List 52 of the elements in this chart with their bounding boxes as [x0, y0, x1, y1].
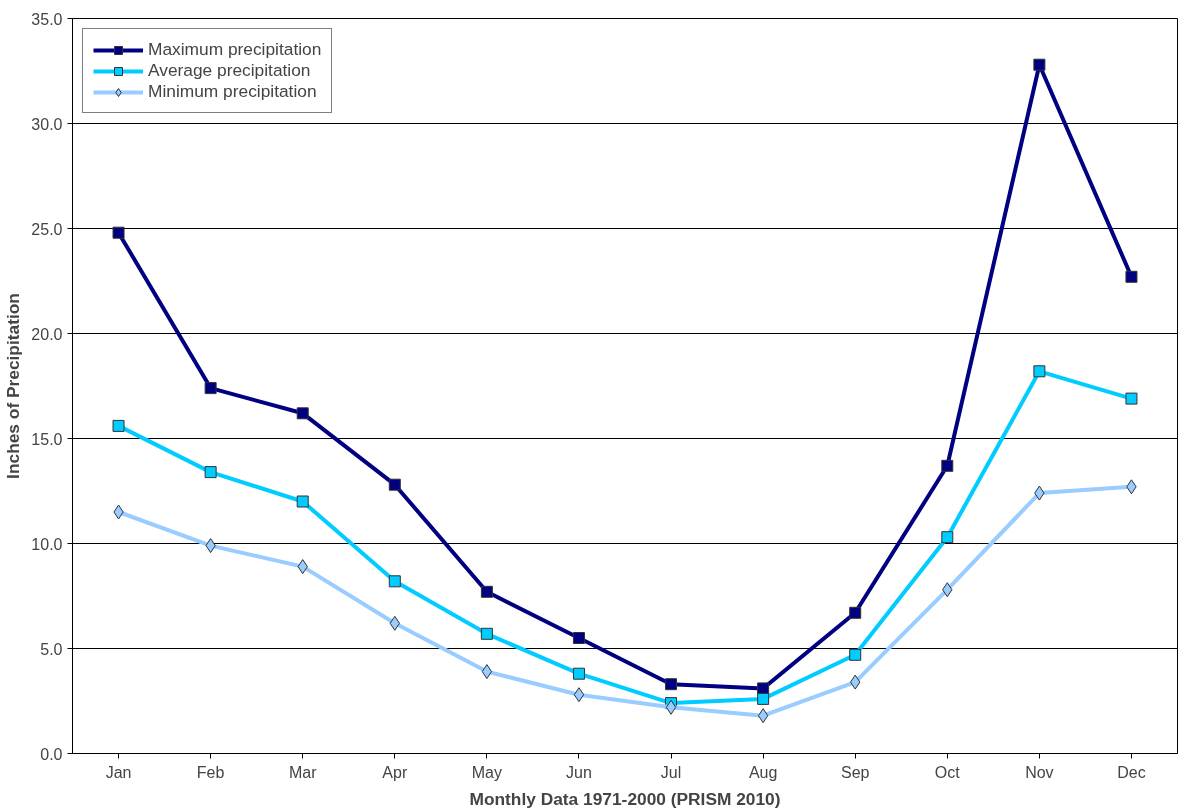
y-tick-label: 10.0: [31, 535, 63, 553]
point: [296, 407, 309, 420]
x-tick-label: Sep: [840, 763, 870, 781]
point: [388, 478, 401, 491]
x-tick-label: Mar: [288, 763, 318, 781]
point: [849, 648, 862, 661]
y-tick-label: 25.0: [31, 220, 63, 238]
x-tick-label: Jul: [660, 763, 682, 781]
y-tick-label: 30.0: [31, 115, 63, 133]
y-tick-label: 15.0: [31, 430, 63, 448]
point: [941, 459, 954, 472]
x-axis-title: Monthly Data 1971-2000 (PRISM 2010): [469, 788, 781, 809]
point: [665, 678, 678, 691]
point: [480, 585, 493, 598]
point: [481, 664, 493, 680]
point: [757, 708, 769, 724]
x-tick-label: Nov: [1025, 763, 1054, 781]
point: [757, 692, 770, 705]
point: [1125, 392, 1138, 405]
point: [388, 575, 401, 588]
point: [665, 699, 677, 715]
point: [1033, 365, 1046, 378]
point: [572, 667, 585, 680]
point: [112, 419, 125, 432]
point: [480, 627, 493, 640]
legend-label: Minimum precipitation: [148, 81, 317, 102]
legend-label: Maximum precipitation: [148, 39, 322, 60]
y-tick-label: 5.0: [40, 640, 63, 658]
point: [204, 466, 217, 479]
x-tick-label: May: [471, 763, 502, 781]
x-tick-label: Dec: [1117, 763, 1146, 781]
point: [572, 632, 585, 644]
x-tick-label: Jan: [105, 763, 132, 781]
y-tick-label: 0.0: [40, 745, 63, 763]
x-tick-label: Feb: [196, 763, 225, 781]
x-tick-label: Apr: [382, 763, 408, 781]
y-tick-label: 20.0: [31, 325, 63, 343]
point: [573, 687, 585, 703]
y-axis-title: Inches of Precipitation: [3, 293, 24, 479]
point: [112, 226, 125, 239]
point: [296, 495, 309, 508]
point: [1033, 58, 1046, 71]
x-tick-label: Jun: [566, 763, 592, 781]
point: [941, 531, 954, 544]
point: [849, 606, 862, 619]
point: [757, 682, 770, 695]
x-tick-label: Aug: [748, 763, 778, 781]
y-tick-label: 35.0: [31, 10, 63, 28]
point: [204, 382, 217, 395]
x-tick-label: Oct: [934, 763, 961, 781]
point: [1125, 270, 1138, 283]
legend-label: Average precipitation: [148, 60, 311, 81]
